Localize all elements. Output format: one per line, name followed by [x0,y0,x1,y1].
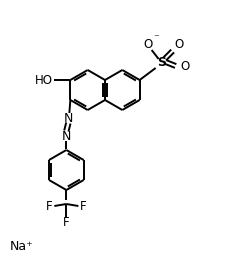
Text: N: N [62,130,71,143]
Text: F: F [63,215,70,228]
Text: S: S [157,55,166,68]
Text: F: F [46,201,53,214]
Text: O: O [174,38,183,51]
Text: HO: HO [35,73,53,86]
Text: F: F [80,201,87,214]
Text: O: O [143,38,152,51]
Text: Na⁺: Na⁺ [10,241,34,254]
Text: O: O [180,60,189,73]
Text: N: N [64,112,73,125]
Text: ⁻: ⁻ [154,33,160,43]
